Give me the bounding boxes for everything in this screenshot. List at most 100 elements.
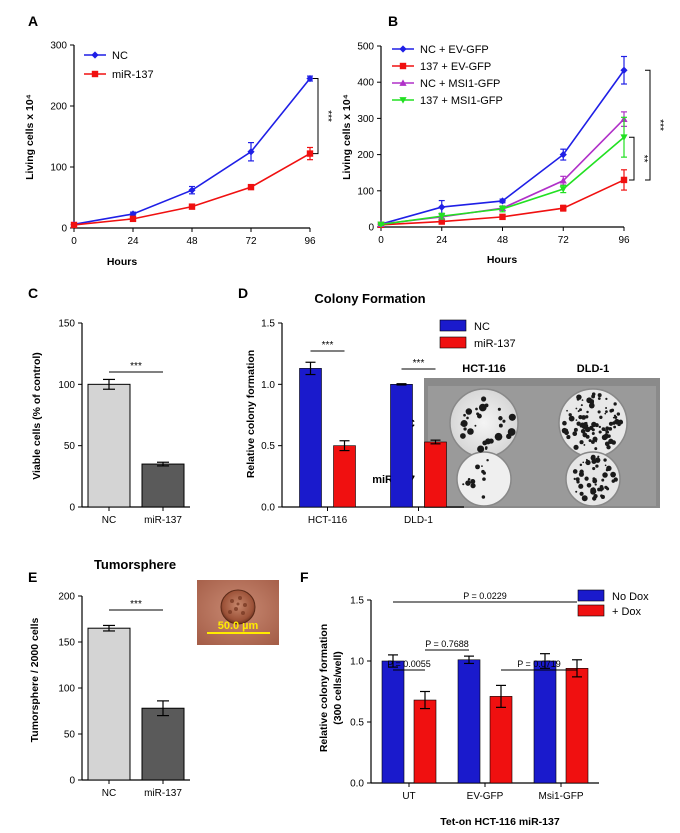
data-point — [498, 206, 507, 213]
y-tick-label: 100 — [58, 684, 75, 695]
category-label: NC — [102, 788, 116, 799]
legend-label: miR-137 — [474, 338, 516, 350]
colony-dot — [597, 397, 601, 400]
colony-dot — [597, 410, 601, 414]
x-tick-label: 96 — [618, 235, 630, 246]
bar — [333, 445, 356, 508]
x-tick-label: 24 — [436, 235, 448, 246]
colony-dot — [481, 396, 487, 402]
chart-c-viable-cells: 0 50 100 150 NC miR-137 *** — [58, 319, 190, 526]
y-axis-label-c: Viable cells (% of control) — [31, 352, 43, 480]
colony-dot — [568, 413, 572, 417]
colony-dot — [598, 425, 602, 429]
colony-dot — [607, 431, 610, 434]
data-point — [70, 221, 78, 229]
legend-marker — [91, 51, 99, 59]
colony-dot — [564, 430, 569, 436]
data-point — [620, 176, 628, 184]
category-label: NC — [102, 515, 116, 526]
y-tick-label: 50 — [64, 441, 76, 452]
colony-dot — [581, 399, 584, 401]
bar — [390, 384, 413, 508]
x-tick-label: 72 — [245, 236, 257, 247]
y-tick-label: 100 — [357, 186, 374, 197]
colony-dot — [599, 415, 603, 419]
colony-dot — [605, 468, 609, 472]
p-value-label: P = 0.0719 — [517, 659, 561, 669]
plate-col-label-dld1: DLD-1 — [577, 363, 609, 375]
y-tick-label: 0.0 — [261, 503, 275, 514]
colony-plate-photo: HCT-116 DLD-1 NC miR-137 — [372, 363, 660, 508]
colony-dot — [593, 493, 598, 499]
y-tick-label: 0.0 — [350, 779, 364, 790]
colony-dot — [578, 471, 585, 477]
legend-label: No Dox — [612, 591, 649, 603]
colony-dot — [618, 419, 624, 425]
colony-dot — [463, 413, 466, 417]
colony-dot — [585, 461, 588, 464]
panel-label-d: D — [238, 285, 248, 301]
colony-dot — [575, 490, 578, 493]
y-axis-label-f-line2: (300 cells/well) — [332, 651, 344, 725]
legend-marker — [399, 79, 407, 86]
bar — [424, 441, 447, 508]
y-tick-label: 1.0 — [261, 380, 275, 391]
chart-f-tet-on-colony: 0.0 0.5 1.0 1.5 UT EV-GFP Msi1-GFP No Dox + Dox P… — [350, 589, 649, 802]
significance-label: *** — [654, 119, 665, 131]
x-axis-label-f: Tet-on HCT-116 miR-137 — [440, 816, 560, 828]
colony-dot — [576, 394, 582, 400]
data-point — [188, 203, 196, 210]
colony-dot — [494, 432, 503, 441]
colony-dot — [605, 406, 608, 409]
colony-dot — [591, 431, 595, 435]
bar — [299, 368, 322, 508]
colony-dot — [467, 428, 474, 435]
colony-dot — [482, 477, 486, 481]
colony-dot — [613, 473, 616, 476]
colony-dot — [481, 465, 483, 468]
bar — [533, 660, 557, 784]
bar — [381, 660, 405, 784]
colony-dot — [594, 457, 601, 463]
category-label: miR-137 — [144, 788, 182, 799]
colony-dot — [579, 440, 584, 445]
data-point — [559, 151, 567, 159]
legend-swatch — [577, 589, 605, 602]
colony-dot — [613, 402, 617, 406]
colony-dot — [580, 429, 586, 434]
p-value-label: P = 0.0055 — [387, 659, 431, 669]
colony-dot — [613, 477, 618, 482]
legend-marker — [399, 62, 407, 70]
y-tick-label: 100 — [50, 163, 67, 174]
colony-dot — [566, 435, 571, 440]
significance-label: *** — [322, 110, 333, 122]
category-label: HCT-116 — [308, 515, 348, 526]
colony-dot — [605, 410, 608, 413]
colony-dot — [485, 438, 492, 445]
series-line — [73, 78, 311, 226]
colony-dot — [497, 407, 501, 411]
colony-dot — [575, 419, 578, 421]
category-label: DLD-1 — [404, 515, 433, 526]
colony-dot — [475, 464, 480, 470]
data-point — [559, 177, 567, 184]
legend-label: 137 + MSI1-GFP — [420, 95, 503, 107]
y-tick-label: 200 — [50, 102, 67, 113]
legend-swatch — [439, 319, 467, 332]
colony-dot — [460, 420, 468, 428]
colony-dot — [568, 415, 575, 422]
tumorsphere-micrograph: 50.0 µm — [197, 580, 279, 645]
scale-bar-label: 50.0 µm — [218, 620, 259, 632]
y-tick-label: 100 — [58, 380, 75, 391]
colony-dot — [591, 428, 595, 432]
colony-dot — [604, 464, 607, 467]
colony-dot — [613, 425, 617, 429]
x-tick-label: 48 — [497, 235, 509, 246]
colony-dot — [578, 483, 584, 489]
colony-dot — [606, 487, 610, 491]
data-point — [560, 204, 567, 212]
bar — [87, 627, 131, 781]
significance-bracket — [313, 78, 319, 155]
colony-dot — [586, 482, 592, 488]
colony-dot — [475, 407, 478, 411]
